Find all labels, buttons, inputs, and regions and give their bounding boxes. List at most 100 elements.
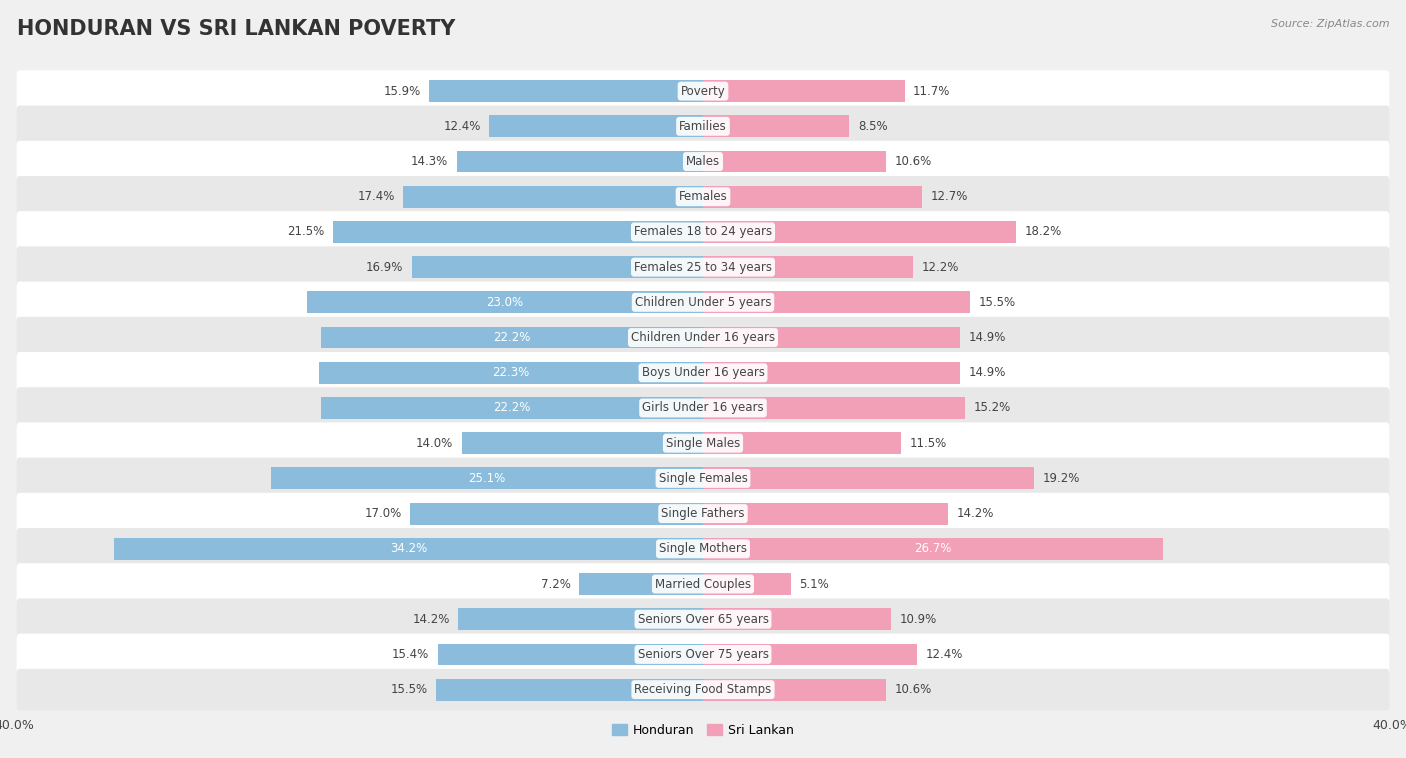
Text: 17.4%: 17.4% [357,190,395,203]
Text: 14.2%: 14.2% [956,507,994,520]
Text: 16.9%: 16.9% [366,261,404,274]
Text: Single Males: Single Males [666,437,740,449]
Text: 19.2%: 19.2% [1042,472,1080,485]
Bar [703,503,948,525]
Text: 26.7%: 26.7% [914,542,952,556]
Text: 34.2%: 34.2% [389,542,427,556]
Text: 12.4%: 12.4% [925,648,963,661]
Bar [703,327,960,349]
FancyBboxPatch shape [17,458,1389,500]
Bar [321,397,703,419]
FancyBboxPatch shape [17,599,1389,640]
Text: Families: Families [679,120,727,133]
Bar [412,256,703,278]
Bar [703,151,886,172]
Bar [458,609,703,630]
Bar [461,432,703,454]
FancyBboxPatch shape [17,105,1389,147]
Bar [703,397,965,419]
Text: Seniors Over 75 years: Seniors Over 75 years [637,648,769,661]
Text: Girls Under 16 years: Girls Under 16 years [643,402,763,415]
FancyBboxPatch shape [17,669,1389,710]
Text: 23.0%: 23.0% [486,296,523,309]
Text: 11.7%: 11.7% [912,85,950,98]
Bar [703,186,922,208]
Text: Receiving Food Stamps: Receiving Food Stamps [634,683,772,696]
Bar [321,327,703,349]
Bar [404,186,703,208]
Text: Children Under 16 years: Children Under 16 years [631,331,775,344]
Bar [411,503,703,525]
FancyBboxPatch shape [17,70,1389,112]
Text: HONDURAN VS SRI LANKAN POVERTY: HONDURAN VS SRI LANKAN POVERTY [17,19,456,39]
FancyBboxPatch shape [17,387,1389,429]
Bar [333,221,703,243]
FancyBboxPatch shape [17,634,1389,675]
Text: 22.2%: 22.2% [494,331,530,344]
Text: 17.0%: 17.0% [364,507,402,520]
FancyBboxPatch shape [17,528,1389,569]
Text: Single Mothers: Single Mothers [659,542,747,556]
Text: 15.9%: 15.9% [384,85,420,98]
Text: 12.2%: 12.2% [922,261,959,274]
Bar [579,573,703,595]
Bar [703,80,904,102]
Text: 14.3%: 14.3% [411,155,449,168]
Bar [703,468,1033,490]
FancyBboxPatch shape [17,211,1389,252]
Bar [703,221,1017,243]
Text: 12.7%: 12.7% [931,190,967,203]
Bar [703,644,917,666]
Bar [307,291,703,313]
FancyBboxPatch shape [17,352,1389,393]
Bar [429,80,703,102]
Text: 5.1%: 5.1% [800,578,830,590]
Bar [703,609,891,630]
Bar [703,573,790,595]
Text: 14.2%: 14.2% [412,612,450,625]
Text: 15.4%: 15.4% [392,648,429,661]
Text: 10.6%: 10.6% [894,155,931,168]
Text: Males: Males [686,155,720,168]
FancyBboxPatch shape [17,563,1389,605]
Bar [457,151,703,172]
Bar [703,538,1163,559]
FancyBboxPatch shape [17,141,1389,182]
Text: 10.9%: 10.9% [900,612,936,625]
Bar [703,115,849,137]
Text: 15.5%: 15.5% [391,683,427,696]
Text: 11.5%: 11.5% [910,437,946,449]
Bar [489,115,703,137]
Text: 21.5%: 21.5% [287,225,323,239]
Text: Children Under 5 years: Children Under 5 years [634,296,772,309]
Text: Females 25 to 34 years: Females 25 to 34 years [634,261,772,274]
Text: 25.1%: 25.1% [468,472,506,485]
Text: 14.0%: 14.0% [416,437,453,449]
Bar [703,256,912,278]
Text: 22.2%: 22.2% [494,402,530,415]
Text: 15.5%: 15.5% [979,296,1015,309]
Text: Single Fathers: Single Fathers [661,507,745,520]
Text: Females 18 to 24 years: Females 18 to 24 years [634,225,772,239]
FancyBboxPatch shape [17,246,1389,288]
Text: Single Females: Single Females [658,472,748,485]
Bar [319,362,703,384]
Bar [703,362,960,384]
Text: 14.9%: 14.9% [969,331,1005,344]
Text: 14.9%: 14.9% [969,366,1005,379]
FancyBboxPatch shape [17,422,1389,464]
Text: 8.5%: 8.5% [858,120,887,133]
Text: Poverty: Poverty [681,85,725,98]
Bar [703,432,901,454]
Bar [437,644,703,666]
Bar [436,678,703,700]
Legend: Honduran, Sri Lankan: Honduran, Sri Lankan [607,719,799,742]
Text: 10.6%: 10.6% [894,683,931,696]
FancyBboxPatch shape [17,281,1389,323]
Text: 18.2%: 18.2% [1025,225,1063,239]
Text: Boys Under 16 years: Boys Under 16 years [641,366,765,379]
FancyBboxPatch shape [17,176,1389,218]
FancyBboxPatch shape [17,317,1389,359]
Text: Married Couples: Married Couples [655,578,751,590]
Text: Females: Females [679,190,727,203]
